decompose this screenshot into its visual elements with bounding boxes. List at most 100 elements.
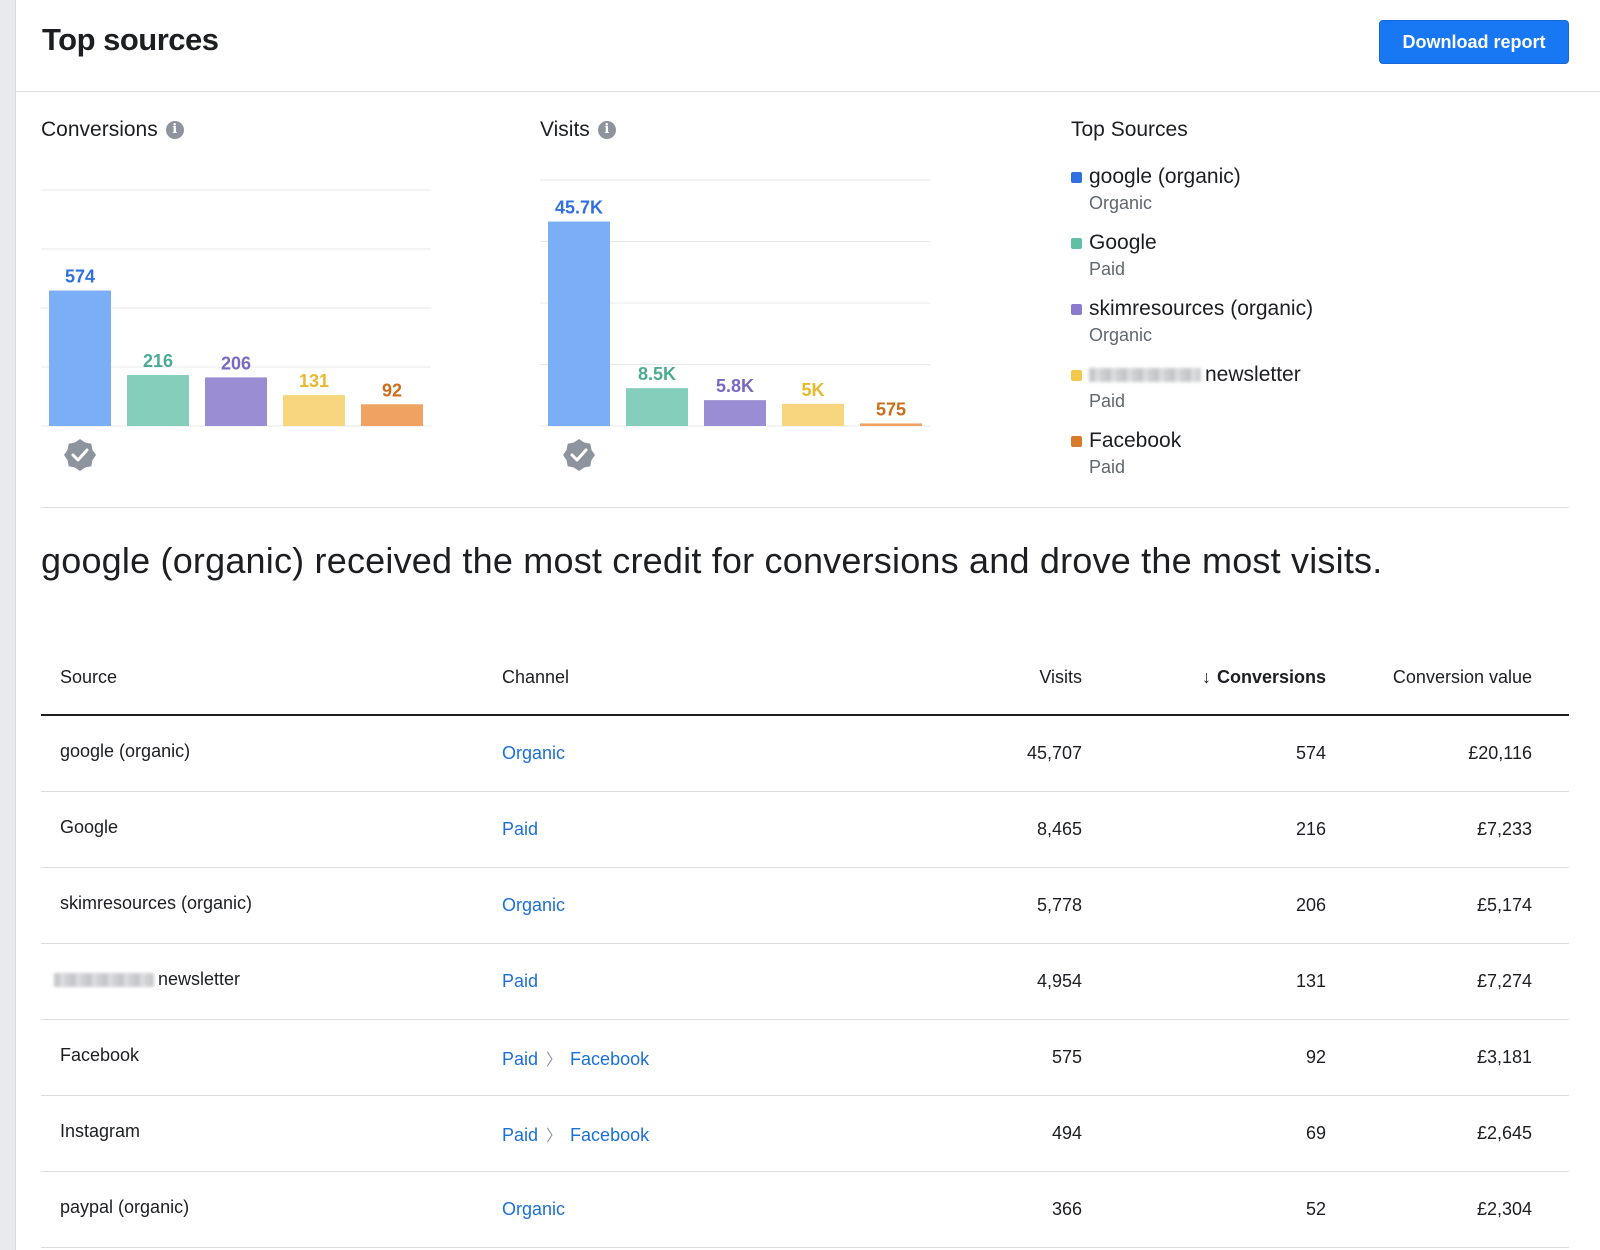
conversion-value-cell: £2,304 (1327, 1171, 1569, 1248)
bar[interactable] (704, 400, 766, 426)
card-header: Top sources Download report (16, 0, 1600, 92)
bar[interactable] (205, 377, 267, 426)
visits-column-header[interactable]: Visits (843, 640, 1083, 716)
conversion-value-cell: £7,233 (1327, 791, 1569, 868)
sources-table: Source Channel Visits ↓ Conversions Conve… (41, 640, 1569, 1248)
bar[interactable] (283, 395, 345, 426)
table-row[interactable]: newsletter Paid 4,954 131 £7,274 (41, 943, 1569, 1020)
legend-swatch (1071, 436, 1082, 447)
legend-swatch (1071, 238, 1082, 249)
table-row[interactable]: Facebook Paid 〉 Facebook 575 92 £3,181 (41, 1019, 1569, 1096)
visits-chart: Visits i 45.7K 8.5K 5.8K 5K 575 (540, 110, 960, 490)
channel-link[interactable]: Paid (502, 819, 539, 839)
legend-item-name: newsletter (1205, 363, 1301, 386)
chevron-right-icon: 〉 (546, 1051, 563, 1069)
bar-value-label: 575 (876, 399, 906, 419)
conversion-value-cell: £5,174 (1327, 867, 1569, 944)
info-icon[interactable]: i (597, 121, 616, 139)
conversions-column-header[interactable]: ↓ Conversions (1083, 640, 1327, 716)
legend-item: google (organic) Organic (1071, 164, 1571, 216)
legend-title: Top Sources (1071, 118, 1188, 141)
chevron-right-icon: 〉 (546, 1127, 563, 1145)
channel-link[interactable]: Paid (502, 971, 539, 991)
table-row[interactable]: Instagram Paid 〉 Facebook 494 69 £2,645 (41, 1095, 1569, 1172)
bar[interactable] (782, 403, 844, 426)
info-icon[interactable]: i (165, 121, 184, 139)
legend-item-name: skimresources (organic) (1089, 297, 1314, 320)
source-cell: Instagram (60, 1121, 141, 1141)
legend-item-name: google (organic) (1089, 165, 1241, 188)
conversions-chart-title: Conversions (41, 118, 158, 141)
conversions-cell: 206 (1083, 867, 1327, 944)
channel-link[interactable]: Organic (502, 743, 566, 763)
legend-item: newsletter Paid (1071, 362, 1571, 414)
legend-item-name: Google (1089, 231, 1157, 254)
divider (41, 507, 1569, 508)
bar[interactable] (49, 290, 111, 426)
bar-value-label: 216 (143, 351, 173, 371)
arrow-down-icon: ↓ (1201, 666, 1211, 687)
legend-swatch (1071, 172, 1082, 183)
legend-item-channel: Organic (1089, 325, 1153, 345)
conversion-value-cell: £2,645 (1327, 1095, 1569, 1172)
bar-value-label: 131 (299, 371, 329, 391)
table-row[interactable]: skimresources (organic) Organic 5,778 206 £5… (41, 867, 1569, 944)
redacted-text (54, 973, 154, 988)
bar[interactable] (127, 375, 189, 426)
conversions-cell: 131 (1083, 943, 1327, 1020)
legend-item: Facebook Paid (1071, 428, 1571, 480)
source-cell: paypal (organic) (60, 1197, 190, 1217)
source-cell: skimresources (organic) (60, 893, 253, 913)
bar-value-label: 5.8K (716, 376, 754, 396)
conversions-cell: 52 (1083, 1171, 1327, 1248)
bar-value-label: 8.5K (638, 364, 676, 384)
table-row[interactable]: paypal (organic) Organic 366 52 £2,304 (41, 1171, 1569, 1248)
bar-value-label: 574 (65, 267, 95, 287)
visits-bar-chart: 45.7K 8.5K 5.8K 5K 575 (540, 179, 930, 471)
download-report-button[interactable]: Download report (1379, 20, 1569, 64)
visits-cell: 494 (843, 1095, 1083, 1172)
visits-cell: 366 (843, 1171, 1083, 1248)
top-sources-legend: Top Sources google (organic) Organic Googl… (1071, 110, 1571, 480)
bar-value-label: 5K (801, 380, 824, 400)
summary-text: google (organic) received the most credi… (41, 540, 1383, 581)
bar-value-label: 206 (221, 353, 251, 373)
visits-cell: 4,954 (843, 943, 1083, 1020)
conversions-chart: Conversions i 574 216 206 131 92 (41, 110, 461, 490)
bar[interactable] (626, 388, 688, 426)
legend-item-channel: Paid (1089, 457, 1126, 477)
verified-check-icon (563, 439, 595, 471)
bar[interactable] (860, 423, 922, 426)
conversions-cell: 216 (1083, 791, 1327, 868)
bar[interactable] (548, 221, 610, 426)
visits-cell: 575 (843, 1019, 1083, 1096)
conversions-cell: 574 (1083, 715, 1327, 792)
channel-link[interactable]: Organic (502, 895, 566, 915)
channel-link[interactable]: Paid (502, 1048, 539, 1069)
legend-item-channel: Paid (1089, 391, 1126, 411)
visits-cell: 5,778 (843, 867, 1083, 944)
source-cell: Facebook (60, 1045, 140, 1065)
channel-link[interactable]: Facebook (570, 1124, 650, 1145)
legend-item: Google Paid (1071, 230, 1571, 282)
source-cell: Google (60, 817, 119, 837)
channel-link[interactable]: Paid (502, 1124, 539, 1145)
channel-link[interactable]: Organic (502, 1199, 566, 1219)
bar-value-label: 45.7K (555, 198, 603, 218)
bar-value-label: 92 (382, 380, 402, 400)
page-title: Top sources (42, 22, 219, 57)
table-row[interactable]: Google Paid 8,465 216 £7,233 (41, 791, 1569, 868)
table-row[interactable]: google (organic) Organic 45,707 574 £20,116 (41, 715, 1569, 792)
channel-link[interactable]: Facebook (570, 1048, 650, 1069)
verified-check-icon (64, 439, 96, 471)
bar[interactable] (361, 404, 423, 426)
source-column-header[interactable]: Source (41, 640, 501, 716)
legend-swatch (1071, 304, 1082, 315)
legend-item-channel: Organic (1089, 193, 1153, 213)
legend-item: skimresources (organic) Organic (1071, 296, 1571, 348)
conversion-value-column-header[interactable]: Conversion value (1327, 640, 1569, 716)
channel-column-header[interactable]: Channel (501, 640, 843, 716)
conversion-value-cell: £7,274 (1327, 943, 1569, 1020)
conversions-cell: 69 (1083, 1095, 1327, 1172)
visits-chart-title: Visits (540, 118, 590, 141)
